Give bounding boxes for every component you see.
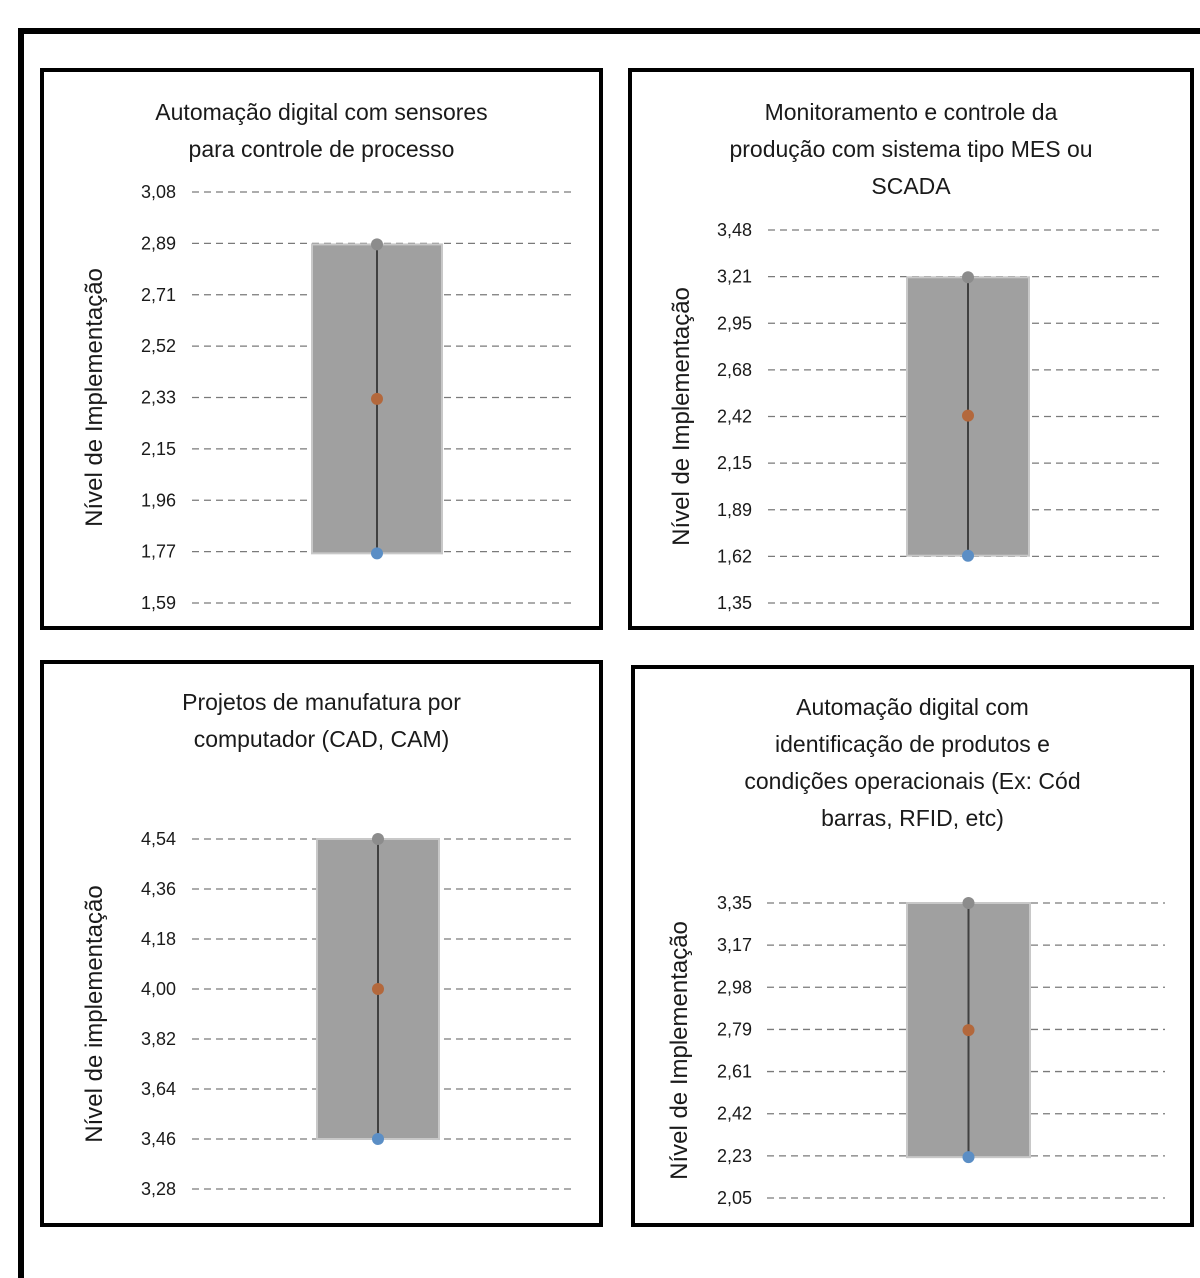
- y-axis-label: Nível de implementação: [81, 885, 108, 1142]
- y-tick-label: 3,82: [141, 1029, 176, 1049]
- y-tick-label: 3,35: [717, 893, 752, 913]
- y-tick-label: 2,33: [141, 388, 176, 408]
- y-tick-label: 4,18: [141, 929, 176, 949]
- min-marker: [962, 549, 974, 562]
- chart-title-line: barras, RFID, etc): [821, 805, 1004, 831]
- y-axis-label: Nível de Implementação: [668, 287, 695, 546]
- chart-title-line: Automação digital com: [796, 694, 1029, 720]
- chart-title-line: produção com sistema tipo MES ou: [729, 136, 1093, 162]
- chart-title-line: condições operacionais (Ex: Cód: [744, 768, 1081, 794]
- min-marker: [962, 1151, 975, 1164]
- min-marker: [372, 1133, 384, 1145]
- y-tick-label: 1,96: [141, 490, 176, 510]
- y-tick-label: 4,00: [141, 979, 176, 999]
- range-chart: 3,08 2,89 2,71 2,52 2,33 2,15 1,96 1,77 1,59 Níve…: [81, 182, 574, 613]
- y-tick-label: 2,52: [141, 336, 176, 356]
- y-tick-label: 2,15: [141, 439, 176, 459]
- y-tick-label: 2,05: [717, 1188, 752, 1208]
- chart-panel-sensores: Automação digital com sensores para contr…: [40, 68, 603, 630]
- y-tick-label: 2,71: [141, 285, 176, 305]
- y-tick-label: 4,36: [141, 879, 176, 899]
- max-marker: [372, 833, 384, 845]
- range-chart: 3,48 3,21 2,95 2,68 2,42 2,15 1,89 1,62 1,35 Níve…: [668, 220, 1164, 613]
- chart-panel-cad-cam: Projetos de manufatura por computador (CA…: [40, 660, 603, 1227]
- y-axis-label: Nível de Implementação: [81, 268, 108, 527]
- chart-title: Monitoramento e controle da produção com …: [632, 94, 1190, 205]
- max-marker: [962, 897, 975, 909]
- y-tick-label: 2,15: [717, 453, 752, 473]
- y-tick-label: 2,89: [141, 233, 176, 253]
- outer-frame: [18, 28, 1200, 1278]
- y-tick-label: 2,79: [717, 1019, 752, 1039]
- chart-title: Projetos de manufatura por computador (CA…: [44, 684, 599, 758]
- range-chart: 3,35 3,17 2,98 2,79 2,61 2,42 2,23 2,05 Nível de…: [666, 893, 1165, 1208]
- max-marker: [371, 238, 383, 251]
- mean-marker: [962, 1024, 975, 1037]
- mean-marker: [372, 983, 384, 995]
- chart-title-line: Automação digital com sensores: [155, 99, 488, 125]
- chart-title-line: computador (CAD, CAM): [193, 726, 450, 752]
- y-tick-label: 2,42: [717, 407, 752, 427]
- chart-panel-mes-scada: Monitoramento e controle da produção com …: [628, 68, 1194, 630]
- y-tick-label: 1,59: [141, 593, 176, 613]
- y-tick-label: 3,28: [141, 1179, 176, 1199]
- chart-title-line: Monitoramento e controle da: [764, 99, 1058, 125]
- y-tick-label: 2,95: [717, 313, 752, 333]
- y-tick-label: 1,62: [717, 546, 752, 566]
- y-tick-label: 2,61: [717, 1062, 752, 1082]
- chart-title: Automação digital com sensores para contr…: [44, 94, 599, 168]
- y-tick-label: 2,23: [717, 1146, 752, 1166]
- y-tick-label: 2,98: [717, 977, 752, 997]
- y-tick-label: 1,35: [717, 593, 752, 613]
- y-tick-label: 1,77: [141, 542, 176, 562]
- chart-title-line: SCADA: [871, 173, 951, 199]
- y-tick-label: 3,21: [717, 267, 752, 287]
- y-axis-label: Nível de Implementação: [666, 921, 693, 1180]
- y-tick-label: 3,08: [141, 182, 176, 202]
- chart-panel-identificacao: Automação digital com identificação de pr…: [631, 665, 1194, 1227]
- max-marker: [962, 271, 974, 284]
- y-tick-label: 1,89: [717, 500, 752, 520]
- mean-marker: [371, 392, 383, 405]
- chart-title-line: Projetos de manufatura por: [182, 689, 461, 715]
- y-tick-label: 3,17: [717, 935, 752, 955]
- y-tick-label: 4,54: [141, 829, 176, 849]
- chart-title-line: identificação de produtos e: [775, 731, 1050, 757]
- min-marker: [371, 547, 383, 560]
- page-title-fragment: [0, 0, 1200, 30]
- y-tick-label: 3,46: [141, 1129, 176, 1149]
- y-tick-label: 3,64: [141, 1079, 176, 1099]
- y-tick-label: 3,48: [717, 220, 752, 240]
- range-chart: 4,54 4,36 4,18 4,00 3,82 3,64 3,46 3,28 Nível de…: [81, 829, 574, 1199]
- chart-title: Automação digital com identificação de pr…: [635, 689, 1190, 837]
- chart-title-line: para controle de processo: [188, 136, 455, 162]
- y-tick-label: 2,42: [717, 1104, 752, 1124]
- mean-marker: [962, 409, 974, 422]
- y-tick-label: 2,68: [717, 360, 752, 380]
